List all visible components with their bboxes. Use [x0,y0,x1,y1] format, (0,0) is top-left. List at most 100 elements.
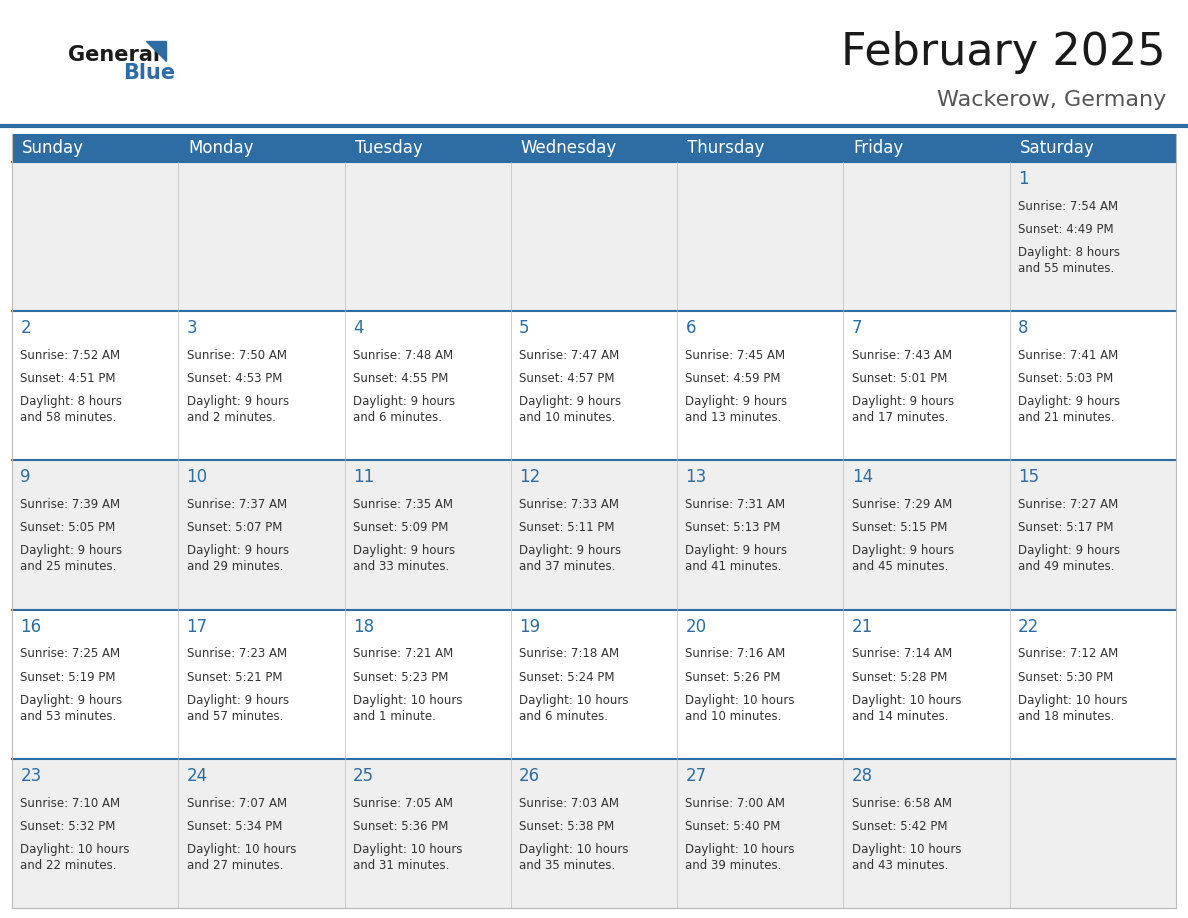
Bar [345,461,511,610]
Text: Daylight: 9 hours
and 33 minutes.: Daylight: 9 hours and 33 minutes. [353,544,455,574]
Text: Daylight: 10 hours
and 31 minutes.: Daylight: 10 hours and 31 minutes. [353,843,462,872]
Text: Daylight: 9 hours
and 6 minutes.: Daylight: 9 hours and 6 minutes. [353,396,455,424]
Text: Sunset: 5:38 PM: Sunset: 5:38 PM [519,820,614,833]
Bar [677,759,843,908]
Text: 7: 7 [852,319,862,337]
Text: Sunrise: 7:07 AM: Sunrise: 7:07 AM [187,797,286,810]
Text: Sunset: 4:55 PM: Sunset: 4:55 PM [353,372,448,386]
Text: Sunrise: 7:12 AM: Sunrise: 7:12 AM [1018,647,1118,660]
Bar [12,311,178,461]
Text: 28: 28 [852,767,873,785]
Text: Sunset: 4:49 PM: Sunset: 4:49 PM [1018,223,1113,236]
Text: Sunset: 5:11 PM: Sunset: 5:11 PM [519,521,614,534]
Text: Sunrise: 7:45 AM: Sunrise: 7:45 AM [685,349,785,362]
Text: Sunrise: 7:14 AM: Sunrise: 7:14 AM [852,647,952,660]
Text: Daylight: 10 hours
and 14 minutes.: Daylight: 10 hours and 14 minutes. [852,694,961,722]
Text: Daylight: 9 hours
and 57 minutes.: Daylight: 9 hours and 57 minutes. [187,694,289,722]
Text: Daylight: 9 hours
and 13 minutes.: Daylight: 9 hours and 13 minutes. [685,396,788,424]
Text: Daylight: 9 hours
and 25 minutes.: Daylight: 9 hours and 25 minutes. [20,544,122,574]
Bar [345,610,511,759]
Text: Daylight: 9 hours
and 37 minutes.: Daylight: 9 hours and 37 minutes. [519,544,621,574]
Text: Sunset: 5:05 PM: Sunset: 5:05 PM [20,521,115,534]
Text: Daylight: 8 hours
and 58 minutes.: Daylight: 8 hours and 58 minutes. [20,396,122,424]
Text: Sunrise: 7:35 AM: Sunrise: 7:35 AM [353,498,453,511]
Bar [677,134,843,162]
Text: 3: 3 [187,319,197,337]
Text: General: General [68,45,160,65]
Text: Sunrise: 7:21 AM: Sunrise: 7:21 AM [353,647,453,660]
Text: 12: 12 [519,468,541,487]
Polygon shape [146,41,166,61]
Text: Sunset: 5:15 PM: Sunset: 5:15 PM [852,521,947,534]
Text: Friday: Friday [853,139,904,157]
Text: 8: 8 [1018,319,1029,337]
Bar [511,759,677,908]
Bar [345,311,511,461]
Text: Sunrise: 7:39 AM: Sunrise: 7:39 AM [20,498,120,511]
Text: Sunrise: 7:33 AM: Sunrise: 7:33 AM [519,498,619,511]
Text: Sunrise: 7:25 AM: Sunrise: 7:25 AM [20,647,120,660]
Bar [677,311,843,461]
Text: Sunset: 5:23 PM: Sunset: 5:23 PM [353,670,448,684]
Text: Sunset: 5:03 PM: Sunset: 5:03 PM [1018,372,1113,386]
Bar [843,461,1010,610]
Text: Sunset: 5:34 PM: Sunset: 5:34 PM [187,820,282,833]
Text: 13: 13 [685,468,707,487]
Text: Sunset: 5:01 PM: Sunset: 5:01 PM [852,372,947,386]
Text: Daylight: 9 hours
and 10 minutes.: Daylight: 9 hours and 10 minutes. [519,396,621,424]
Text: Sunrise: 7:27 AM: Sunrise: 7:27 AM [1018,498,1118,511]
Bar [677,162,843,311]
Text: Wednesday: Wednesday [520,139,617,157]
Text: 18: 18 [353,618,374,635]
Bar [677,610,843,759]
Text: Sunset: 5:28 PM: Sunset: 5:28 PM [852,670,947,684]
Text: Daylight: 9 hours
and 2 minutes.: Daylight: 9 hours and 2 minutes. [187,396,289,424]
Text: 6: 6 [685,319,696,337]
Text: Daylight: 9 hours
and 29 minutes.: Daylight: 9 hours and 29 minutes. [187,544,289,574]
Text: Sunrise: 7:43 AM: Sunrise: 7:43 AM [852,349,952,362]
Text: Daylight: 9 hours
and 41 minutes.: Daylight: 9 hours and 41 minutes. [685,544,788,574]
Text: Sunrise: 7:54 AM: Sunrise: 7:54 AM [1018,200,1118,213]
Text: Daylight: 9 hours
and 21 minutes.: Daylight: 9 hours and 21 minutes. [1018,396,1120,424]
Text: Daylight: 10 hours
and 39 minutes.: Daylight: 10 hours and 39 minutes. [685,843,795,872]
Bar [178,461,345,610]
Text: Sunset: 5:07 PM: Sunset: 5:07 PM [187,521,282,534]
Text: Sunset: 5:19 PM: Sunset: 5:19 PM [20,670,115,684]
Text: Daylight: 9 hours
and 49 minutes.: Daylight: 9 hours and 49 minutes. [1018,544,1120,574]
Text: 24: 24 [187,767,208,785]
Text: Sunset: 5:09 PM: Sunset: 5:09 PM [353,521,448,534]
Text: 15: 15 [1018,468,1040,487]
Text: Sunset: 5:24 PM: Sunset: 5:24 PM [519,670,614,684]
Text: Sunrise: 7:29 AM: Sunrise: 7:29 AM [852,498,952,511]
Text: 26: 26 [519,767,541,785]
Text: 22: 22 [1018,618,1040,635]
Text: Sunrise: 7:47 AM: Sunrise: 7:47 AM [519,349,619,362]
Text: Sunrise: 7:05 AM: Sunrise: 7:05 AM [353,797,453,810]
Text: Sunrise: 7:23 AM: Sunrise: 7:23 AM [187,647,286,660]
Text: 1: 1 [1018,170,1029,188]
Text: Sunset: 4:59 PM: Sunset: 4:59 PM [685,372,781,386]
Text: Sunset: 5:17 PM: Sunset: 5:17 PM [1018,521,1113,534]
Text: Sunrise: 7:52 AM: Sunrise: 7:52 AM [20,349,120,362]
Text: Daylight: 10 hours
and 1 minute.: Daylight: 10 hours and 1 minute. [353,694,462,722]
Bar [511,311,677,461]
Text: Daylight: 10 hours
and 27 minutes.: Daylight: 10 hours and 27 minutes. [187,843,296,872]
Bar [12,461,178,610]
Bar [677,461,843,610]
Bar [1010,610,1176,759]
Text: Sunset: 5:42 PM: Sunset: 5:42 PM [852,820,947,833]
Text: 11: 11 [353,468,374,487]
Bar [178,311,345,461]
Text: Sunset: 5:30 PM: Sunset: 5:30 PM [1018,670,1113,684]
Bar [12,759,178,908]
Text: Daylight: 8 hours
and 55 minutes.: Daylight: 8 hours and 55 minutes. [1018,246,1120,275]
Text: Sunset: 4:57 PM: Sunset: 4:57 PM [519,372,614,386]
Text: Sunrise: 6:58 AM: Sunrise: 6:58 AM [852,797,952,810]
Text: 16: 16 [20,618,42,635]
Text: Sunday: Sunday [21,139,84,157]
Text: Daylight: 10 hours
and 22 minutes.: Daylight: 10 hours and 22 minutes. [20,843,129,872]
Bar [843,759,1010,908]
Bar [511,162,677,311]
Text: Daylight: 9 hours
and 17 minutes.: Daylight: 9 hours and 17 minutes. [852,396,954,424]
Text: Sunrise: 7:31 AM: Sunrise: 7:31 AM [685,498,785,511]
